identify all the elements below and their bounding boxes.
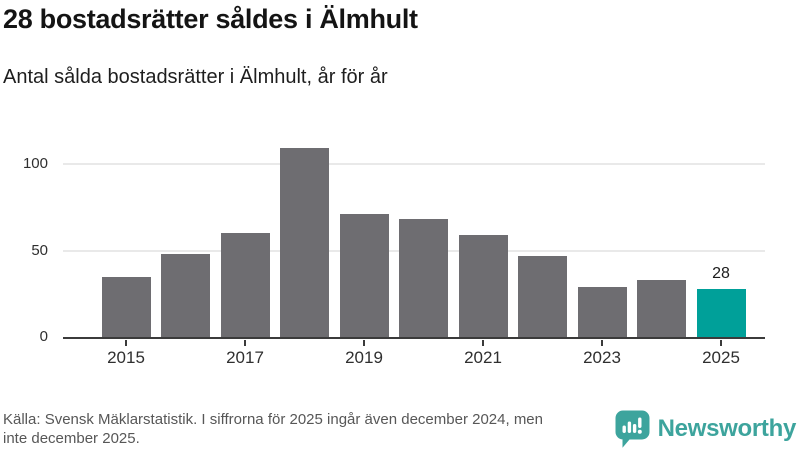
logo-exclamation-dot — [637, 429, 642, 434]
plot-area: 28 2015 2017 2019 2021 2023 2025 — [63, 140, 765, 367]
x-tick-2019 — [363, 339, 365, 346]
source-note-line1: Källa: Svensk Mäklarstatistik. I siffror… — [3, 411, 543, 428]
x-tick-2021 — [482, 339, 484, 346]
x-tick-label-2023: 2023 — [583, 348, 621, 367]
bar-2015 — [101, 276, 151, 337]
logo-bar-tall — [627, 421, 631, 433]
logo-exclamation-stem — [637, 417, 642, 428]
x-tick-label-2025: 2025 — [702, 348, 740, 367]
bar-2019 — [339, 214, 389, 337]
y-tick-label-0: 0 — [39, 328, 48, 345]
bar-2021 — [458, 234, 508, 337]
bar-2024 — [637, 279, 686, 337]
bar-2016 — [161, 254, 210, 337]
x-tick-label-2021: 2021 — [464, 348, 502, 367]
source-note: Källa: Svensk Mäklarstatistik. I siffror… — [3, 411, 638, 448]
bar-chart: 0 50 100 28 2015 2017 2019 2021 2023 2025 — [0, 140, 800, 380]
newsworthy-wordmark: Newsworthy — [657, 415, 797, 442]
x-tick-label-2015: 2015 — [107, 348, 145, 367]
y-tick-label-50: 50 — [31, 241, 48, 259]
bar-2020 — [399, 219, 448, 337]
x-tick-label-2017: 2017 — [226, 348, 264, 367]
source-note-line2: inte december 2025. — [3, 429, 140, 447]
y-tick-label-100: 100 — [22, 155, 48, 172]
newsworthy-icon — [615, 410, 650, 448]
bar-2023 — [577, 286, 627, 337]
chart-subtitle: Antal sålda bostadsrätter i Älmhult, år … — [3, 66, 388, 88]
bar-2025 — [696, 288, 746, 337]
bar-2017 — [220, 233, 270, 337]
x-tick-label-2019: 2019 — [345, 348, 383, 367]
bar-2022 — [518, 255, 567, 337]
x-tick-2025 — [720, 339, 722, 346]
x-tick-2023 — [601, 339, 603, 346]
gridline-100 — [63, 163, 765, 165]
bar-2018 — [280, 148, 329, 337]
x-tick-2017 — [244, 339, 246, 346]
newsworthy-logo: Newsworthy — [614, 409, 796, 449]
bar-value-label: 28 — [712, 264, 730, 282]
y-axis: 0 50 100 — [0, 140, 48, 345]
logo-bar-small — [622, 425, 626, 433]
x-tick-2015 — [125, 339, 127, 346]
logo-bar-medium — [632, 424, 636, 433]
chart-title: 28 bostadsrätter såldes i Älmhult — [3, 4, 418, 34]
